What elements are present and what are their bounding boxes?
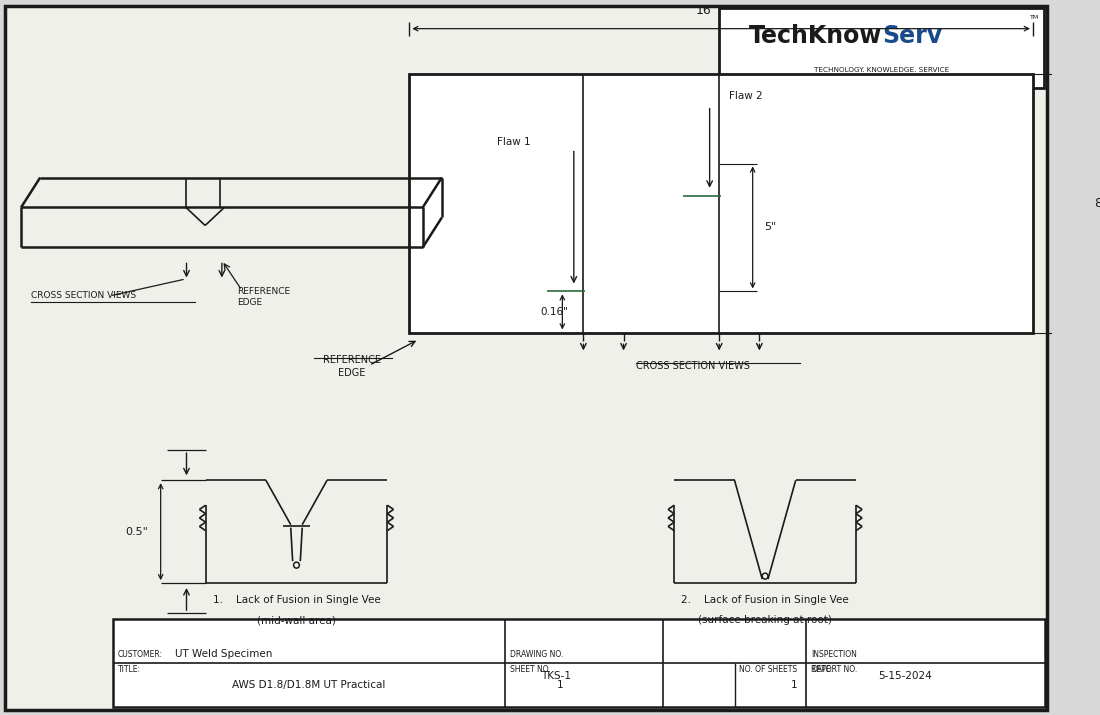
Text: TECHNOLOGY. KNOWLEDGE. SERVICE: TECHNOLOGY. KNOWLEDGE. SERVICE xyxy=(814,67,949,73)
Text: 1: 1 xyxy=(557,680,564,690)
Text: UT Weld Specimen: UT Weld Specimen xyxy=(175,649,273,659)
Text: Flaw 2: Flaw 2 xyxy=(729,91,762,101)
Text: REFERENCE
EDGE: REFERENCE EDGE xyxy=(238,287,290,307)
FancyBboxPatch shape xyxy=(113,619,1045,707)
Text: (surface breaking at root): (surface breaking at root) xyxy=(698,615,832,625)
Text: REPORT NO.: REPORT NO. xyxy=(811,665,857,674)
Text: CROSS SECTION VIEWS: CROSS SECTION VIEWS xyxy=(636,361,750,371)
Text: TKS-1: TKS-1 xyxy=(541,671,571,681)
Text: TITLE:: TITLE: xyxy=(118,665,141,674)
Text: 2.    Lack of Fusion in Single Vee: 2. Lack of Fusion in Single Vee xyxy=(681,595,849,605)
Text: 0.16": 0.16" xyxy=(541,307,569,317)
Text: DRAWING NO.: DRAWING NO. xyxy=(509,650,563,659)
FancyBboxPatch shape xyxy=(409,74,1033,333)
Text: 5": 5" xyxy=(764,222,777,232)
FancyBboxPatch shape xyxy=(719,8,1044,88)
Text: 8": 8" xyxy=(1094,197,1100,210)
Text: 1: 1 xyxy=(791,680,798,690)
Text: (mid-wall area): (mid-wall area) xyxy=(257,615,336,625)
Text: SHEET NO.: SHEET NO. xyxy=(509,665,550,674)
Text: TechKnow: TechKnow xyxy=(748,24,882,48)
Text: INSPECTION: INSPECTION xyxy=(811,650,857,659)
Text: TM: TM xyxy=(1031,15,1040,20)
Text: REFERENCE
EDGE: REFERENCE EDGE xyxy=(323,355,381,378)
Text: 1.    Lack of Fusion in Single Vee: 1. Lack of Fusion in Single Vee xyxy=(212,595,381,605)
Text: Serv: Serv xyxy=(882,24,942,48)
Text: 0.5": 0.5" xyxy=(125,527,148,537)
FancyBboxPatch shape xyxy=(4,6,1047,710)
Text: AWS D1.8/D1.8M UT Practical: AWS D1.8/D1.8M UT Practical xyxy=(232,680,386,690)
Text: Flaw 1: Flaw 1 xyxy=(497,137,531,147)
Text: 16": 16" xyxy=(696,4,717,16)
Text: NO. OF SHEETS: NO. OF SHEETS xyxy=(739,665,798,674)
Text: CROSS SECTION VIEWS: CROSS SECTION VIEWS xyxy=(31,291,135,300)
Text: DATE:: DATE: xyxy=(811,665,834,674)
Text: CUSTOMER:: CUSTOMER: xyxy=(118,650,163,659)
Text: 5-15-2024: 5-15-2024 xyxy=(878,671,932,681)
